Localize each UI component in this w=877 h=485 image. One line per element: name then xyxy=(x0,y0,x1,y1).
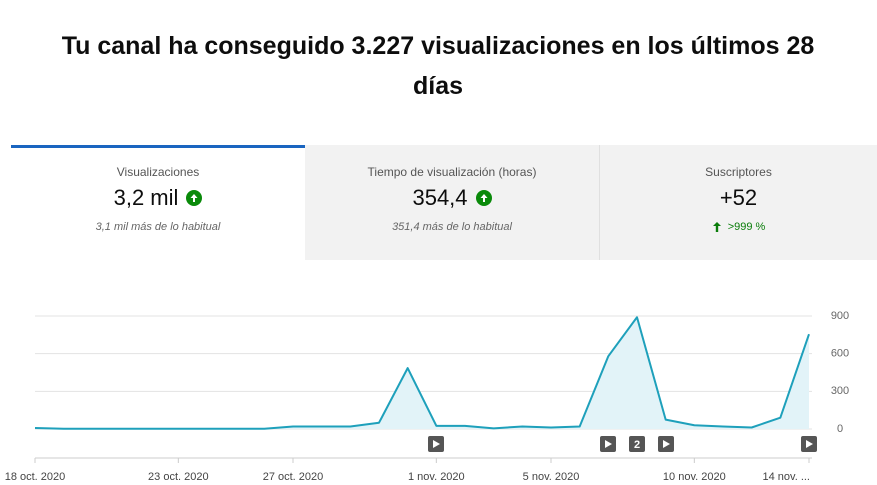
tab[interactable]: Tiempo de visualización (horas) 354,4 35… xyxy=(305,145,600,260)
y-tick-label: 600 xyxy=(831,348,849,360)
x-tick-label: 23 oct. 2020 xyxy=(148,471,209,483)
line xyxy=(34,316,810,430)
tab-value: +52 xyxy=(719,185,758,210)
tab-value: 354,4 xyxy=(412,185,468,210)
tab[interactable]: Visualizaciones 3,2 mil 3,1 mil más de l… xyxy=(11,145,305,260)
up-icon xyxy=(186,190,203,206)
area xyxy=(35,317,809,429)
x-tick-label: 18 oct. 2020 xyxy=(5,471,66,483)
chart: 2 0 300 600 900 18 oct. 2020 23 oct. 2020 27 o… xyxy=(5,310,849,483)
tab-note: 3,1 mil más de lo habitual xyxy=(95,221,221,233)
series xyxy=(34,316,810,430)
x-tick-label: 5 nov. 2020 xyxy=(523,471,580,483)
y-tick-label: 0 xyxy=(837,423,843,435)
y-tick-label: 300 xyxy=(831,385,849,397)
x-tick-label: 27 oct. 2020 xyxy=(263,471,324,483)
y-tick-label: 900 xyxy=(831,310,849,322)
x-tick-label: 1 nov. 2020 xyxy=(408,471,465,483)
video-count: 2 xyxy=(634,439,640,451)
tab-label: Suscriptores xyxy=(705,165,772,179)
tab-value-row: 354,4 xyxy=(305,185,599,211)
tab-value: 3,2 mil xyxy=(113,185,179,210)
tab-note-row: >999 % xyxy=(600,221,877,233)
tab-label: Tiempo de visualización (horas) xyxy=(367,165,537,179)
x-tick-label: 14 nov. ... xyxy=(763,471,811,483)
x-tick-label: 10 nov. 2020 xyxy=(663,471,726,483)
up-arrow xyxy=(712,222,721,232)
tab-value-row: 3,2 mil xyxy=(11,185,305,211)
tab-label: Visualizaciones xyxy=(116,165,200,179)
tab[interactable]: Suscriptores +52 >999 % xyxy=(600,145,877,260)
up-icon xyxy=(475,190,492,206)
tab-value-row: +52 xyxy=(600,185,877,211)
tab-note: 351,4 más de lo habitual xyxy=(392,221,512,233)
headline: Tu canal ha conseguido 3.227 visualizaci… xyxy=(61,32,815,100)
tab-note: >999 % xyxy=(727,221,766,233)
video-markers xyxy=(428,436,817,452)
video-group-icon[interactable] xyxy=(629,436,645,452)
